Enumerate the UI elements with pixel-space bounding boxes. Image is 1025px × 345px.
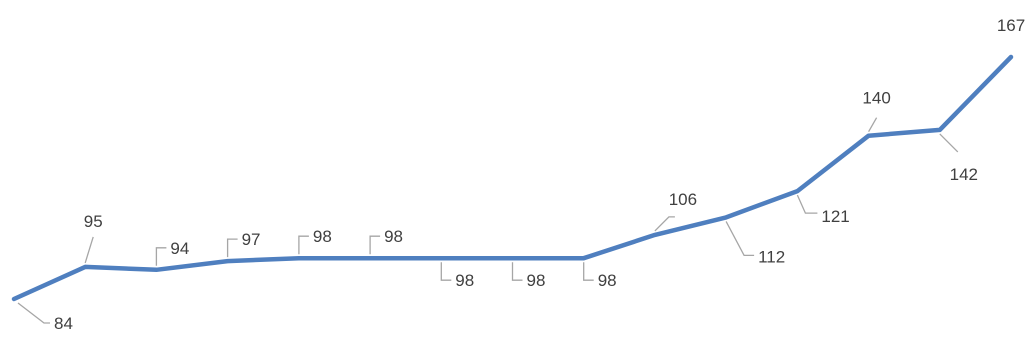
leader-line (654, 216, 675, 232)
leader-line (725, 221, 755, 257)
data-labels: 84 95 94 97 98 98 98 98 98 106 112 121 140 142 167 (54, 16, 1025, 333)
leader-line (17, 302, 50, 324)
leader-line (868, 117, 878, 133)
data-label: 98 (598, 271, 617, 290)
data-label: 121 (821, 207, 849, 226)
data-label: 98 (527, 271, 546, 290)
series-layer (11, 54, 1014, 302)
leader-line (440, 262, 452, 281)
leader-line (226, 238, 238, 258)
data-label: 94 (170, 239, 189, 258)
data-label: 142 (950, 165, 978, 184)
data-label: 112 (758, 247, 785, 266)
data-label: 140 (862, 89, 890, 108)
data-label: 98 (313, 227, 332, 246)
data-label: 84 (54, 314, 73, 333)
data-label: 98 (384, 227, 403, 246)
data-label: 97 (242, 230, 261, 249)
leader-line (511, 262, 523, 281)
data-label: 106 (669, 190, 697, 209)
leader-line (939, 133, 959, 153)
leader-line (84, 236, 94, 264)
leader-line (796, 194, 818, 214)
data-label: 98 (455, 271, 474, 290)
leader-lines (17, 117, 959, 324)
leader-line (155, 247, 167, 266)
leader-line (298, 235, 309, 255)
leader-line (369, 235, 381, 255)
series-line (11, 54, 1014, 302)
leader-line (583, 262, 594, 281)
data-label: 167 (997, 16, 1025, 35)
data-label: 95 (84, 212, 103, 231)
